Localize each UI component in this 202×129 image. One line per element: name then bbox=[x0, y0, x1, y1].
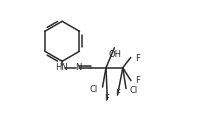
Text: F: F bbox=[134, 54, 139, 63]
Text: F: F bbox=[134, 76, 139, 85]
Text: F: F bbox=[115, 89, 119, 98]
Text: Cl: Cl bbox=[129, 86, 137, 95]
Text: OH: OH bbox=[108, 50, 121, 59]
Text: HN: HN bbox=[55, 63, 68, 72]
Text: N: N bbox=[75, 63, 81, 72]
Text: F: F bbox=[104, 94, 109, 103]
Text: Cl: Cl bbox=[89, 85, 97, 94]
